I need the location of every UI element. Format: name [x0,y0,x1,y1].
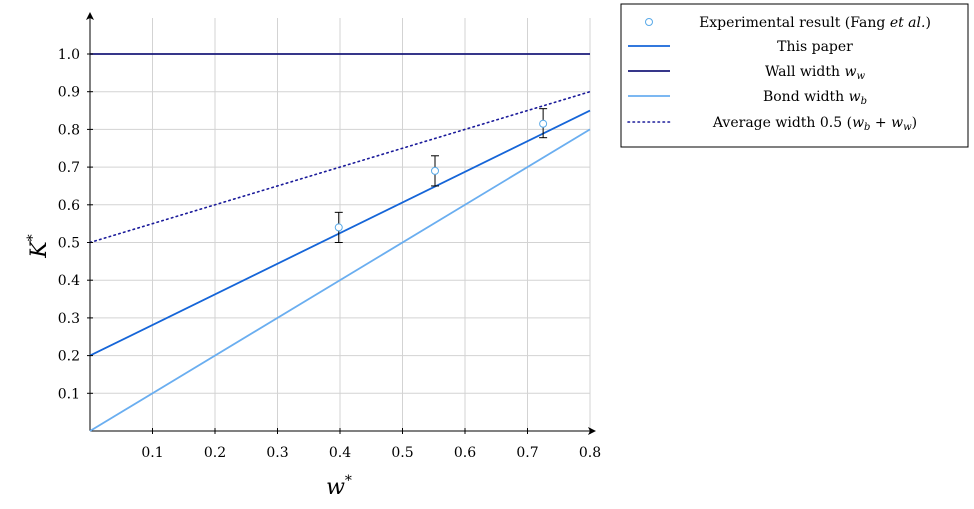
y-tick-label-4: 0.4 [58,273,80,289]
series-layer [89,53,591,432]
point-marker-1 [334,223,343,232]
legend-label-4: Bond width wb [763,89,867,107]
experimental-point-3 [539,108,548,139]
x-tick-label-6: 0.6 [454,445,476,461]
this-paper-line [89,109,591,357]
point-marker-2 [431,166,439,175]
x-axis-label-main: w [326,475,345,500]
legend-label-3: Wall width ww [765,64,865,82]
legend-box [620,3,969,148]
axes-layer [86,12,596,435]
y-axis-label-main: K [27,240,52,259]
y-axis-label-sup: * [25,234,41,241]
y-tick-label-10: 1.0 [58,47,80,63]
legend-label-1: Experimental result (Fang et al.) [699,15,931,31]
ticks-layer: 0.1 0.2 0.3 0.4 0.5 0.6 0.7 0.8 0.1 0.2 0.3 0.4 0.5 0… [58,47,601,461]
legend-label-2: This paper [777,39,853,55]
y-tick-label-1: 0.1 [58,386,80,402]
legend-marker-circle [645,18,653,26]
y-tick-label-2: 0.2 [58,349,80,365]
y-tick-label-8: 0.8 [58,122,80,138]
experimental-point-1 [334,211,343,243]
legend-label-5: Average width 0.5 (wb + ww) [712,115,917,133]
x-tick-label-1: 0.1 [141,445,163,461]
legend-item-1: Experimental result (Fang et al.) [645,15,931,31]
y-axis-label: K* [25,234,52,258]
x-axis-label: w* [326,473,352,500]
bond-width-line [89,128,591,432]
y-tick-label-3: 0.3 [58,311,80,327]
points-layer [334,108,548,243]
experimental-point-2 [431,155,439,187]
legend-item-4: Bond width wb [628,89,867,107]
y-tick-label-9: 0.9 [58,85,80,101]
y-tick-label-7: 0.7 [58,160,80,176]
average-width-line [89,90,591,244]
y-tick-label-5: 0.5 [58,236,80,252]
y-axis-arrow [86,12,94,20]
x-tick-label-5: 0.5 [391,445,413,461]
x-tick-label-7: 0.7 [516,445,538,461]
x-tick-label-4: 0.4 [329,445,351,461]
legend: Experimental result (Fang et al.) This pa… [620,3,969,148]
legend-item-5: Average width 0.5 (wb + ww) [627,115,917,133]
y-tick-label-6: 0.6 [58,198,80,214]
legend-item-3: Wall width ww [628,64,865,82]
x-tick-label-3: 0.3 [266,445,288,461]
x-tick-label-2: 0.2 [204,445,226,461]
x-tick-label-8: 0.8 [579,445,601,461]
x-axis-label-sup: * [345,473,352,489]
legend-item-2: This paper [628,39,853,55]
point-marker-3 [539,119,548,128]
